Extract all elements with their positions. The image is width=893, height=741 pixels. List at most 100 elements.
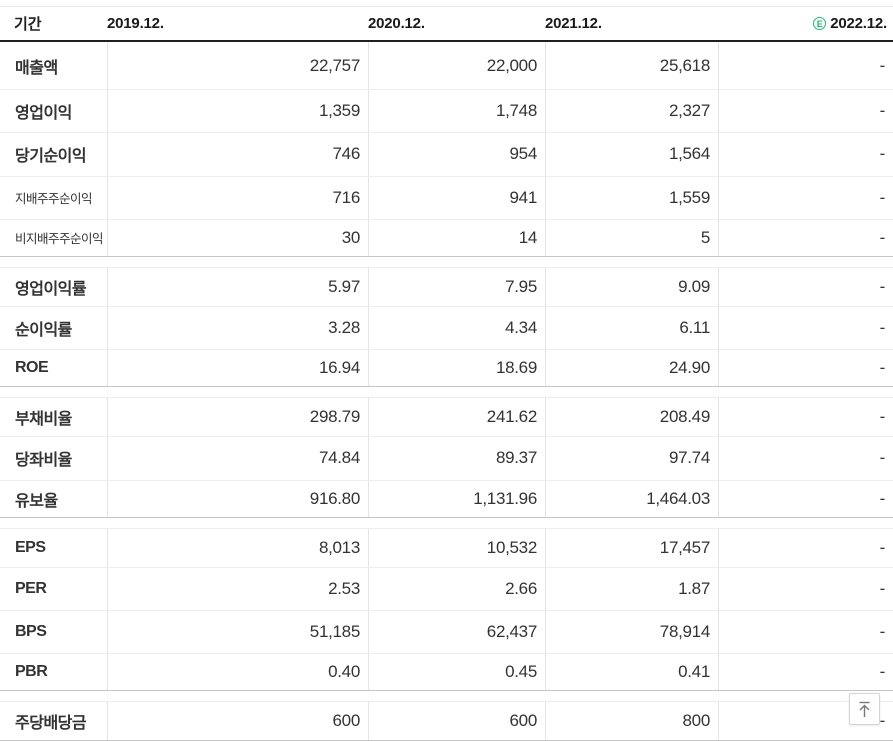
- column-header-2019-12: 2019.12.: [107, 15, 164, 32]
- row-label: 순이익률: [15, 322, 72, 340]
- column-header-2020-12: 2020.12.: [368, 15, 425, 32]
- cell-value: -: [718, 219, 893, 256]
- row-label: EPS: [15, 538, 46, 556]
- column-header-label: 2022.12.: [830, 15, 887, 32]
- arrow-up-to-top-icon: [857, 701, 872, 718]
- cell-value: 2,327: [545, 90, 718, 133]
- cell-value: -: [718, 702, 893, 741]
- cell-value: 241.62: [368, 398, 545, 437]
- cell-value: -: [718, 176, 893, 219]
- cell-value: 208.49: [545, 398, 718, 437]
- cell-value: 18.69: [368, 350, 545, 387]
- cell-value: 0.40: [107, 654, 368, 691]
- header-row: 기간 2019.12. 2020.12. 2021.12. E 2022.12.: [0, 6, 893, 42]
- cell-value: -: [718, 90, 893, 133]
- cell-value: 14: [368, 219, 545, 256]
- column-header-2021-12: 2021.12.: [545, 15, 602, 32]
- table-row: 당기순이익 746 954 1,564-: [0, 132, 893, 176]
- cell-value: 6.11: [545, 306, 718, 350]
- table-row: 비지배주주순이익 30 14 5-: [0, 218, 893, 256]
- table-groups: 매출액 22,757 22,000 25,618- 영업이익 1,359 1,748 2,32…: [0, 42, 893, 741]
- cell-value: 62,437: [368, 610, 545, 654]
- row-label: ROE: [15, 359, 49, 377]
- cell-value: 25,618: [545, 42, 718, 89]
- cell-value: 1,748: [368, 90, 545, 133]
- cell-value: 5: [545, 219, 718, 256]
- cell-value: 2.66: [368, 567, 545, 610]
- cell-value: 0.45: [368, 654, 545, 691]
- cell-value: -: [718, 437, 893, 480]
- row-label: PBR: [15, 663, 48, 681]
- cell-value: 78,914: [545, 610, 718, 654]
- row-label: 지배주주순이익: [15, 192, 93, 207]
- cell-value: -: [718, 654, 893, 691]
- row-label: 유보율: [15, 492, 58, 510]
- cell-value: -: [718, 398, 893, 437]
- cell-value: -: [718, 528, 893, 567]
- table-group: 부채비율 298.79 241.62 208.49- 당좌비율 74.84 89.37 97.…: [0, 397, 893, 518]
- cell-value: 916.80: [107, 480, 368, 517]
- table-row: PBR 0.40 0.45 0.41-: [0, 653, 893, 691]
- table-group: EPS 8,013 10,532 17,457- PER 2.53 2.66 1.87- BPS…: [0, 527, 893, 692]
- row-label: 주당배당금: [15, 715, 87, 733]
- row-label: 영업이익: [15, 105, 72, 123]
- cell-value: 9.09: [545, 267, 718, 306]
- cell-value: 1,131.96: [368, 480, 545, 517]
- cell-value: 10,532: [368, 528, 545, 567]
- cell-value: 716: [107, 176, 368, 219]
- cell-value: -: [718, 567, 893, 610]
- cell-value: 954: [368, 133, 545, 176]
- cell-value: 4.34: [368, 306, 545, 350]
- row-label: 매출액: [15, 59, 58, 77]
- table-row: PER 2.53 2.66 1.87-: [0, 566, 893, 610]
- cell-value: 74.84: [107, 437, 368, 480]
- table-row: 지배주주순이익 716 941 1,559-: [0, 175, 893, 219]
- row-label: 당기순이익: [15, 148, 87, 166]
- scroll-to-top-button[interactable]: [849, 693, 880, 725]
- cell-value: 17,457: [545, 528, 718, 567]
- table-row: 당좌비율 74.84 89.37 97.74-: [0, 436, 893, 480]
- cell-value: 24.90: [545, 350, 718, 387]
- table-row: 유보율 916.80 1,131.96 1,464.03-: [0, 479, 893, 517]
- cell-value: 1,559: [545, 176, 718, 219]
- cell-value: 1,564: [545, 133, 718, 176]
- table-row: 영업이익률 5.97 7.95 9.09-: [0, 267, 893, 306]
- cell-value: -: [718, 267, 893, 306]
- table-row: 매출액 22,757 22,000 25,618-: [0, 42, 893, 89]
- cell-value: 22,000: [368, 42, 545, 89]
- cell-value: 1,464.03: [545, 480, 718, 517]
- table-group: 주당배당금 600 600 800-: [0, 701, 893, 741]
- table-row: 부채비율 298.79 241.62 208.49-: [0, 398, 893, 437]
- table-row: ROE 16.94 18.69 24.90-: [0, 349, 893, 387]
- cell-value: 89.37: [368, 437, 545, 480]
- table-row: 주당배당금 600 600 800-: [0, 702, 893, 741]
- cell-value: 16.94: [107, 350, 368, 387]
- estimate-icon: E: [813, 17, 827, 30]
- cell-value: 1.87: [545, 567, 718, 610]
- row-label: 당좌비율: [15, 452, 72, 470]
- table-row: 영업이익 1,359 1,748 2,327-: [0, 89, 893, 133]
- cell-value: 298.79: [107, 398, 368, 437]
- row-label: 영업이익률: [15, 280, 87, 298]
- column-header-2022-12-estimate: E 2022.12.: [718, 7, 893, 40]
- cell-value: 746: [107, 133, 368, 176]
- cell-value: 7.95: [368, 267, 545, 306]
- cell-value: -: [718, 306, 893, 350]
- cell-value: 2.53: [107, 567, 368, 610]
- table-row: EPS 8,013 10,532 17,457-: [0, 528, 893, 567]
- cell-value: -: [718, 480, 893, 517]
- cell-value: -: [718, 42, 893, 89]
- cell-value: 941: [368, 176, 545, 219]
- row-label: BPS: [15, 623, 47, 641]
- cell-value: 8,013: [107, 528, 368, 567]
- row-label: 비지배주주순이익: [15, 232, 104, 247]
- cell-value: 30: [107, 219, 368, 256]
- cell-value: 5.97: [107, 267, 368, 306]
- cell-value: 800: [545, 702, 718, 741]
- cell-value: 3.28: [107, 306, 368, 350]
- cell-value: 97.74: [545, 437, 718, 480]
- cell-value: 600: [368, 702, 545, 741]
- row-label: 부채비율: [15, 411, 72, 429]
- cell-value: 51,185: [107, 610, 368, 654]
